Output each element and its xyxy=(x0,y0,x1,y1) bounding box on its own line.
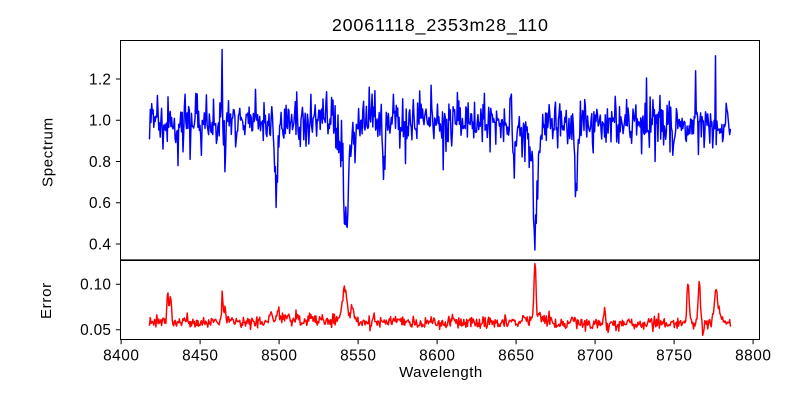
svg-text:8400: 8400 xyxy=(103,347,139,364)
svg-text:1.2: 1.2 xyxy=(89,71,111,88)
svg-text:8650: 8650 xyxy=(498,347,534,364)
svg-text:Spectrum: Spectrum xyxy=(39,117,56,187)
svg-text:0.05: 0.05 xyxy=(80,322,111,339)
svg-text:Wavelength: Wavelength xyxy=(399,364,483,381)
svg-text:0.8: 0.8 xyxy=(89,154,111,171)
svg-text:8450: 8450 xyxy=(182,347,218,364)
svg-text:0.10: 0.10 xyxy=(80,277,111,294)
svg-text:8750: 8750 xyxy=(656,347,692,364)
svg-text:8500: 8500 xyxy=(261,347,297,364)
svg-text:8700: 8700 xyxy=(577,347,613,364)
svg-text:0.4: 0.4 xyxy=(89,236,111,253)
svg-text:8600: 8600 xyxy=(419,347,455,364)
svg-text:0.6: 0.6 xyxy=(89,195,111,212)
svg-text:1.0: 1.0 xyxy=(89,113,111,130)
svg-text:8550: 8550 xyxy=(340,347,376,364)
svg-text:8800: 8800 xyxy=(735,347,771,364)
svg-text:20061118_2353m28_110: 20061118_2353m28_110 xyxy=(332,15,549,36)
svg-text:Error: Error xyxy=(38,282,55,319)
